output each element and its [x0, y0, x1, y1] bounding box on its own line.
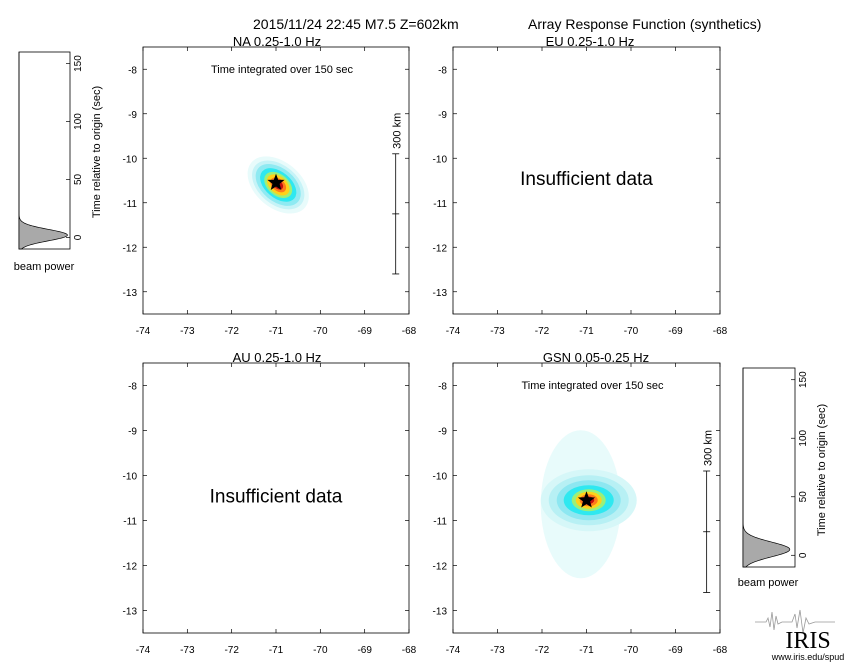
- x-tick-label: -73: [180, 326, 195, 337]
- beam-power-frame: [742, 367, 796, 568]
- iris-logo-text: IRIS: [785, 628, 830, 654]
- x-tick-label: -69: [668, 326, 683, 337]
- y-tick-label: -11: [123, 517, 137, 528]
- y-tick-label: -9: [128, 427, 137, 438]
- y-tick-label: -13: [433, 607, 448, 618]
- x-tick-label: -73: [490, 645, 505, 656]
- y-tick-label: -10: [123, 472, 138, 483]
- y-tick-label: -12: [433, 243, 448, 254]
- y-tick-label: -8: [128, 65, 137, 76]
- y-tick-label: -9: [128, 110, 137, 121]
- y-tick-label: -8: [438, 65, 447, 76]
- map-panel-na: NA 0.25-1.0 Hz -8 -9 -10 -11 -12 -13 -74 -73 -72 -…: [123, 34, 417, 337]
- map-panel-au: AU 0.25-1.0 Hz -8 -9 -10 -11 -12 -13 -74 -73 -72 -…: [123, 350, 417, 656]
- y-tick-label: -13: [123, 288, 138, 299]
- event-header: 2015/11/24 22:45 M7.5 Z=602km: [253, 16, 459, 32]
- x-tick-label: -72: [535, 326, 550, 337]
- x-tick-label: -69: [357, 645, 372, 656]
- epicenter-star-icon: [267, 173, 285, 190]
- x-tick-label: -73: [180, 645, 195, 656]
- beam-power-label: beam power: [14, 261, 75, 273]
- x-tick-label: -73: [490, 326, 505, 337]
- y-tick-label: -12: [123, 562, 138, 573]
- y-tick-label: -10: [433, 154, 448, 165]
- beam-power-trace: [742, 368, 791, 568]
- time-tick-label: 0: [798, 552, 809, 558]
- x-tick-label: -68: [713, 645, 728, 656]
- time-axis-label: Time relative to origin (sec): [91, 86, 103, 218]
- time-tick-label: 100: [798, 429, 809, 446]
- x-tick-label: -71: [269, 326, 284, 337]
- map-panel-eu: EU 0.25-1.0 Hz -8 -9 -10 -11 -12 -13 -74 -73 -72 -…: [433, 34, 728, 337]
- y-tick-label: -11: [433, 199, 447, 210]
- map-title-eu: EU 0.25-1.0 Hz: [546, 34, 635, 49]
- scale-bar-label: 300 km: [703, 430, 715, 466]
- x-tick-label: -69: [668, 645, 683, 656]
- x-tick-label: -70: [313, 326, 328, 337]
- time-tick-label: 50: [73, 173, 84, 185]
- x-tick-label: -72: [224, 645, 239, 656]
- x-tick-label: -68: [402, 645, 417, 656]
- map-title-au: AU 0.25-1.0 Hz: [233, 350, 322, 365]
- time-tick-label: 150: [798, 371, 809, 388]
- time-tick-label: 0: [73, 234, 84, 240]
- map-frame-au: [142, 362, 410, 634]
- y-tick-label: -13: [123, 607, 138, 618]
- y-tick-label: -11: [433, 517, 447, 528]
- beam-power-panel-gsn: 0 50 100 150 Time relative to origin (sec) be…: [738, 367, 828, 589]
- map-panel-gsn: GSN 0.05-0.25 Hz -8 -9 -10 -11 -12 -13 -74 -73 -7…: [433, 350, 728, 656]
- y-tick-label: -12: [123, 243, 138, 254]
- time-tick-label: 100: [73, 113, 84, 130]
- x-tick-label: -70: [624, 645, 639, 656]
- x-tick-label: -71: [579, 326, 594, 337]
- y-tick-label: -13: [433, 288, 448, 299]
- integration-note: Time integrated over 150 sec: [521, 380, 664, 392]
- beam-power-frame: [18, 51, 71, 250]
- y-tick-label: -10: [123, 154, 138, 165]
- x-tick-label: -68: [713, 326, 728, 337]
- x-tick-label: -74: [446, 645, 461, 656]
- x-tick-label: -74: [136, 645, 151, 656]
- integration-note: Time integrated over 150 sec: [211, 64, 354, 76]
- y-tick-label: -8: [128, 382, 137, 393]
- x-tick-label: -72: [224, 326, 239, 337]
- beam-power-panel-na: 0 50 100 150 Time relative to origin (sec) be…: [14, 51, 103, 273]
- x-tick-label: -69: [357, 326, 372, 337]
- y-tick-label: -8: [438, 382, 447, 393]
- y-tick-label: -9: [438, 427, 447, 438]
- insufficient-data-message: Insufficient data: [520, 169, 653, 190]
- x-tick-label: -71: [579, 645, 594, 656]
- map-title-gsn: GSN 0.05-0.25 Hz: [543, 350, 649, 365]
- iris-logo: IRIS www.iris.edu/spud: [755, 609, 845, 662]
- x-tick-label: -70: [313, 645, 328, 656]
- time-tick-label: 50: [798, 491, 809, 503]
- epicenter-star-icon: [577, 491, 596, 508]
- product-header: Array Response Function (synthetics): [528, 16, 761, 32]
- map-frame-eu: [452, 46, 721, 315]
- beam-power-label: beam power: [738, 577, 799, 589]
- beam-power-trace: [18, 52, 68, 250]
- x-tick-label: -74: [136, 326, 151, 337]
- time-axis-label: Time relative to origin (sec): [816, 404, 828, 536]
- x-tick-label: -74: [446, 326, 461, 337]
- x-tick-label: -71: [269, 645, 284, 656]
- map-title-na: NA 0.25-1.0 Hz: [233, 34, 321, 49]
- seismogram-icon: [755, 609, 835, 634]
- y-tick-label: -11: [123, 199, 137, 210]
- y-tick-label: -9: [438, 110, 447, 121]
- x-tick-label: -72: [535, 645, 550, 656]
- x-tick-label: -68: [402, 326, 417, 337]
- y-tick-label: -10: [433, 472, 448, 483]
- insufficient-data-message: Insufficient data: [210, 487, 343, 508]
- y-tick-label: -12: [433, 562, 448, 573]
- x-tick-label: -70: [624, 326, 639, 337]
- iris-url: www.iris.edu/spud: [771, 652, 845, 662]
- scale-bar-label: 300 km: [392, 113, 404, 149]
- time-tick-label: 150: [73, 55, 84, 72]
